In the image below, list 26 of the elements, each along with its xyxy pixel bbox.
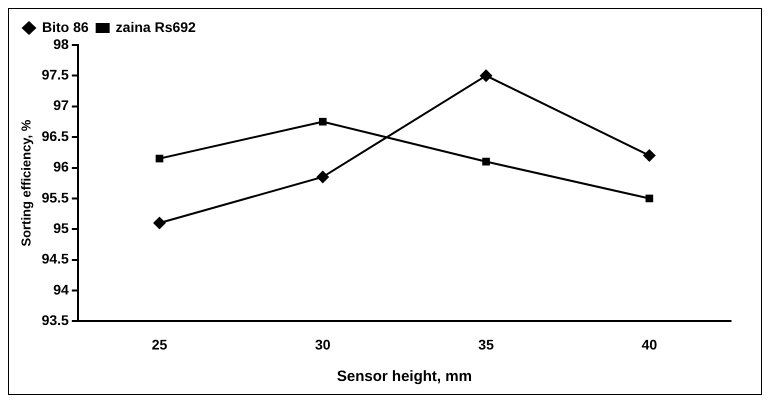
x-tick-label: 35: [478, 336, 494, 352]
point: [646, 194, 654, 202]
x-tick-label: 40: [642, 336, 658, 352]
y-tick-label: 97: [53, 97, 70, 114]
y-tick-label: 94: [53, 281, 70, 298]
point: [480, 70, 492, 82]
point: [153, 216, 166, 229]
y-tick-label: 98: [53, 36, 70, 52]
y-tick-label: 95.5: [42, 189, 70, 206]
point: [316, 170, 329, 183]
point: [482, 158, 490, 166]
x-axis-title: Sensor height, mm: [336, 368, 472, 386]
legend-label: Bito 86: [42, 18, 89, 35]
legend-label: zaina Rs692: [116, 18, 196, 35]
point: [156, 154, 164, 162]
y-tick-label: 95: [53, 220, 70, 236]
y-tick-label: 96.5: [42, 128, 70, 144]
point: [643, 149, 656, 162]
point: [318, 118, 327, 126]
y-axis-title: Sorting efficiency, %: [18, 119, 34, 247]
x-tick-label: 30: [314, 336, 331, 352]
x-tick-label: 25: [152, 336, 168, 352]
y-tick-label: 96: [53, 158, 70, 175]
y-tick-label: 94.5: [42, 250, 70, 267]
y-tick-label: 93.5: [42, 312, 70, 328]
y-tick-label: 97.5: [42, 66, 70, 83]
